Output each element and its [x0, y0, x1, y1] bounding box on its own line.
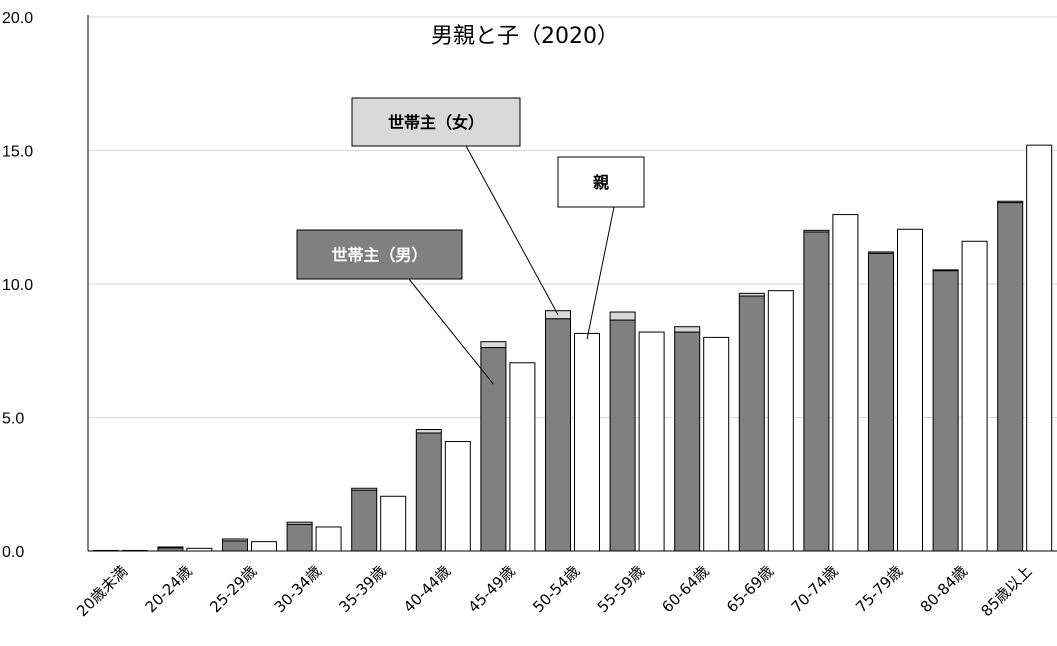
bar-head-female	[351, 487, 378, 491]
bar-head-male	[415, 432, 442, 552]
bar-head-male	[92, 549, 119, 552]
x-tick-label: 60-64歳	[658, 562, 712, 616]
x-tick-label: 20歳未満	[73, 562, 131, 620]
callout-label: 世帯主（男）	[331, 246, 427, 265]
x-tick-label: 70-74歳	[788, 562, 842, 616]
bar-head-female	[868, 251, 894, 254]
bar-parent	[703, 336, 730, 552]
bar-head-male	[868, 252, 894, 552]
x-tick-label: 40-44歳	[400, 562, 454, 616]
bar-head-male	[738, 295, 765, 552]
x-tick-label: 20-24歳	[142, 562, 196, 616]
bar-parent	[509, 362, 536, 552]
x-tick-label: 35-39歳	[335, 562, 389, 616]
bar-head-female	[480, 341, 507, 349]
callout-box	[557, 156, 645, 208]
bars	[92, 144, 1053, 552]
bar-head-male	[932, 270, 959, 552]
x-tick-label: 50-54歳	[529, 562, 583, 616]
callout-leader-line	[408, 278, 494, 385]
bar-parent	[1026, 144, 1053, 552]
callout-label: 親	[593, 173, 609, 192]
bar-parent	[832, 214, 859, 552]
bar-head-male	[674, 331, 701, 552]
callout-label: 世帯主（女）	[388, 113, 484, 132]
bar-head-female	[738, 292, 765, 297]
bar-parent	[444, 441, 471, 552]
bar-parent	[186, 547, 213, 552]
x-tick-label: 25-29歳	[206, 562, 260, 616]
bar-head-male	[286, 523, 313, 552]
x-tick-label: 85歳以上	[977, 562, 1035, 620]
bar-head-female	[932, 269, 959, 272]
bar-head-male	[609, 319, 636, 552]
bar-head-female	[674, 326, 701, 333]
x-axis: 20歳未満 20-24歳 25-29歳 30-34歳 35-39歳 40-44歳 45-49…	[73, 562, 1035, 620]
bar-head-female	[609, 311, 636, 321]
y-axis: 0.0 5.0 10.0 15.0 20.0	[2, 10, 1057, 561]
bar-parent	[315, 526, 342, 552]
bar-head-female	[545, 310, 571, 320]
bar-parent	[574, 332, 600, 552]
callout-box	[296, 229, 463, 280]
bar-head-female	[803, 229, 830, 233]
bar-head-female	[415, 429, 442, 434]
bar-head-male	[480, 347, 507, 552]
y-tick-label: 5.0	[2, 411, 24, 428]
bar-parent	[121, 549, 148, 552]
bar-parent	[897, 228, 923, 552]
x-tick-label: 30-34歳	[271, 562, 325, 616]
bar-parent	[638, 331, 665, 552]
bar-parent	[961, 240, 988, 552]
x-tick-label: 55-59歳	[594, 562, 648, 616]
bar-head-female	[222, 538, 248, 542]
chart-title: 男親と子（2020）	[431, 24, 619, 49]
bar-parent	[251, 541, 277, 552]
callout-leader-line	[586, 206, 615, 340]
bar-head-male	[803, 231, 830, 552]
callout-box	[351, 97, 521, 147]
bar-head-female	[157, 546, 184, 549]
x-tick-label: 65-69歳	[723, 562, 777, 616]
bar-head-male	[351, 489, 378, 552]
bar-parent	[767, 290, 794, 552]
y-tick-label: 20.0	[2, 10, 33, 27]
bar-head-female	[286, 521, 313, 525]
y-tick-label: 15.0	[2, 144, 33, 161]
bar-head-female	[997, 200, 1024, 204]
bar-head-male	[545, 318, 571, 552]
x-tick-label: 80-84歳	[917, 562, 971, 616]
callout-leader-line	[465, 145, 559, 315]
bar-head-male	[997, 202, 1024, 552]
x-tick-label: 45-49歳	[465, 562, 519, 616]
bar-head-male	[222, 540, 248, 552]
y-tick-label: 10.0	[2, 277, 33, 294]
x-tick-label: 75-79歳	[852, 562, 906, 616]
bar-parent	[380, 495, 407, 552]
y-tick-label: 0.0	[2, 544, 24, 561]
